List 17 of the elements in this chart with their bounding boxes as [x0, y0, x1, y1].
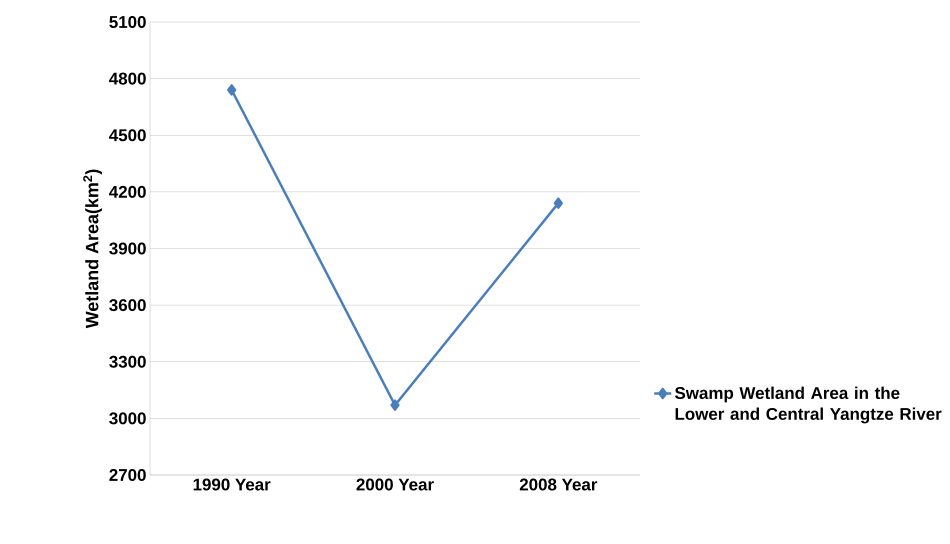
x-tick-label: 2000 Year: [356, 478, 434, 491]
y-tick-label: 5100: [109, 16, 146, 28]
y-tick-label: 3900: [109, 242, 146, 255]
x-tick-label: 1990 Year: [194, 478, 270, 491]
y-tick-label: 4200: [109, 186, 146, 198]
y-tick-label: 3000: [109, 412, 146, 424]
y-axis-title: Wetland Area(km$^{2}$): [83, 170, 102, 328]
legend-label: Swamp Wetland Area in the Lower and Central Yangtze River: [674, 386, 942, 424]
y-tick-label: 3600: [109, 299, 146, 312]
point: [390, 399, 400, 411]
point: [227, 84, 236, 96]
x-tick-label: 2008 Year: [520, 478, 598, 491]
y-tick-label: 3300: [109, 356, 146, 368]
y-tick-label: 4800: [109, 72, 146, 85]
point: [554, 197, 563, 209]
y-tick-label: 2700: [109, 469, 146, 481]
y-tick-label: 4500: [109, 129, 146, 142]
